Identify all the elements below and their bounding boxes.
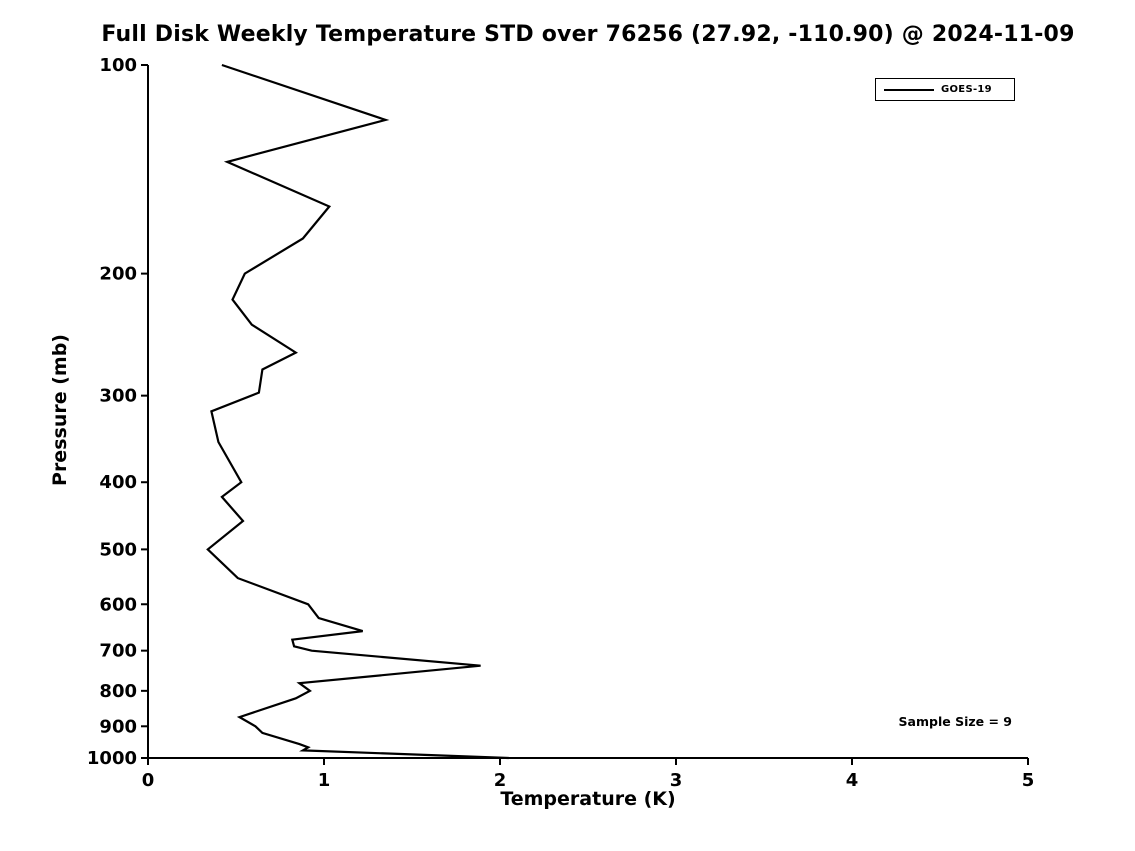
x-axis-label: Temperature (K) [500,788,676,810]
y-tick-label: 200 [99,264,137,285]
y-tick-label: 1000 [87,748,137,769]
y-tick-label: 600 [99,594,137,615]
y-tick-label: 300 [99,386,137,407]
x-tick-label: 5 [1022,770,1035,791]
goes19-profile-line [206,63,509,760]
y-axis-label: Pressure (mb) [49,334,71,486]
legend-label: GOES-19 [941,84,992,95]
x-tick-label: 0 [142,770,155,791]
y-tick-label: 900 [99,716,137,737]
y-tick-label: 100 [99,55,137,76]
y-tick-label: 500 [99,539,137,560]
x-tick-label: 1 [318,770,331,791]
legend-line-sample [884,88,934,91]
legend: GOES-19 [875,78,1015,101]
sample-size-annotation: Sample Size = 9 [898,714,1012,729]
x-tick-label: 4 [846,770,859,791]
x-tick-label: 2 [494,770,507,791]
y-tick-label: 800 [99,681,137,702]
x-tick-label: 3 [670,770,683,791]
chart-title: Full Disk Weekly Temperature STD over 76… [101,22,1075,47]
y-tick-label: 700 [99,641,137,662]
y-tick-label: 400 [99,472,137,493]
